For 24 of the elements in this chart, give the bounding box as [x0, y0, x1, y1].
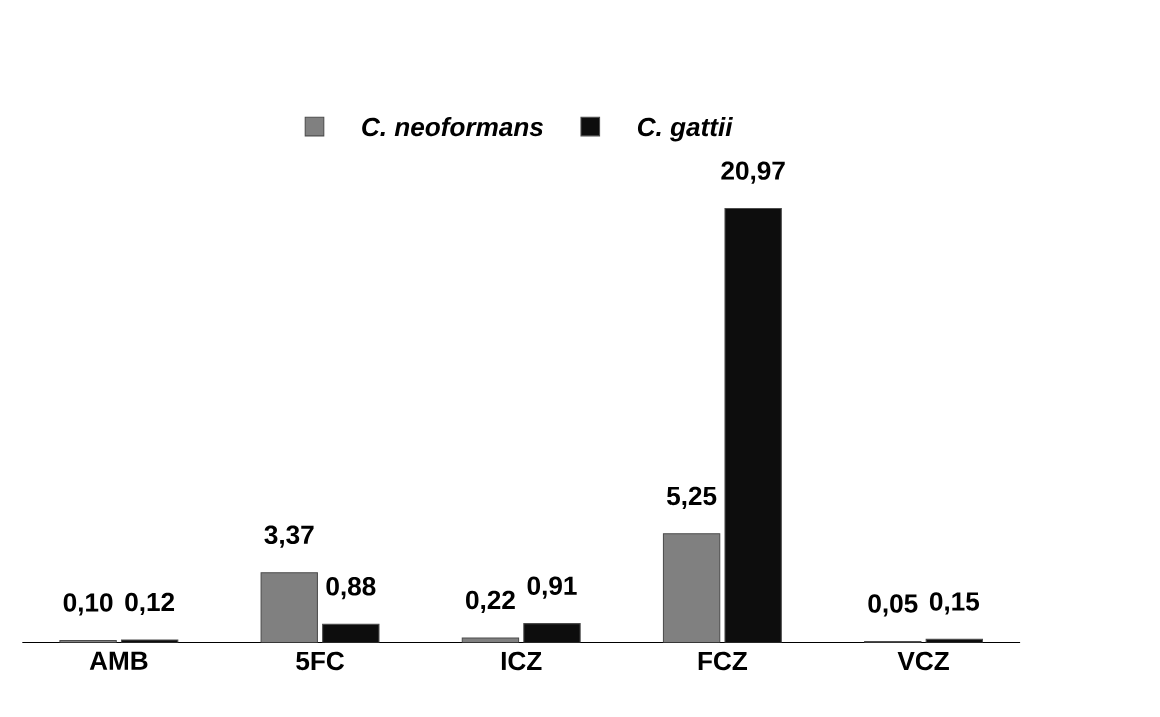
data-label: 20,97: [721, 161, 785, 184]
data-label: 0,15: [929, 592, 980, 615]
data-label: 0,88: [326, 577, 376, 600]
bar: [461, 637, 520, 643]
data-label: 0,22: [466, 590, 515, 614]
data-label: 3,37: [264, 525, 314, 548]
x-tick-label: ICZ: [501, 651, 542, 671]
bar: [322, 623, 380, 643]
legend-label: C. gattii: [637, 117, 733, 142]
data-label: 5,25: [666, 486, 717, 510]
x-tick-label: 5FC: [296, 651, 345, 671]
data-label: 0,10: [63, 593, 113, 616]
data-label: 0,05: [868, 594, 918, 617]
x-tick-label: AMB: [89, 651, 148, 670]
bar: [724, 208, 782, 643]
bar: [662, 533, 721, 643]
x-tick-label: FCZ: [698, 651, 748, 671]
x-tick-label: VCZ: [897, 651, 949, 671]
legend-label: C. neoformans: [362, 117, 543, 137]
bar: [260, 572, 318, 643]
bar: [120, 639, 179, 643]
data-label: 0,12: [125, 592, 175, 616]
bar: [523, 623, 581, 643]
data-label: 0,91: [527, 576, 577, 599]
